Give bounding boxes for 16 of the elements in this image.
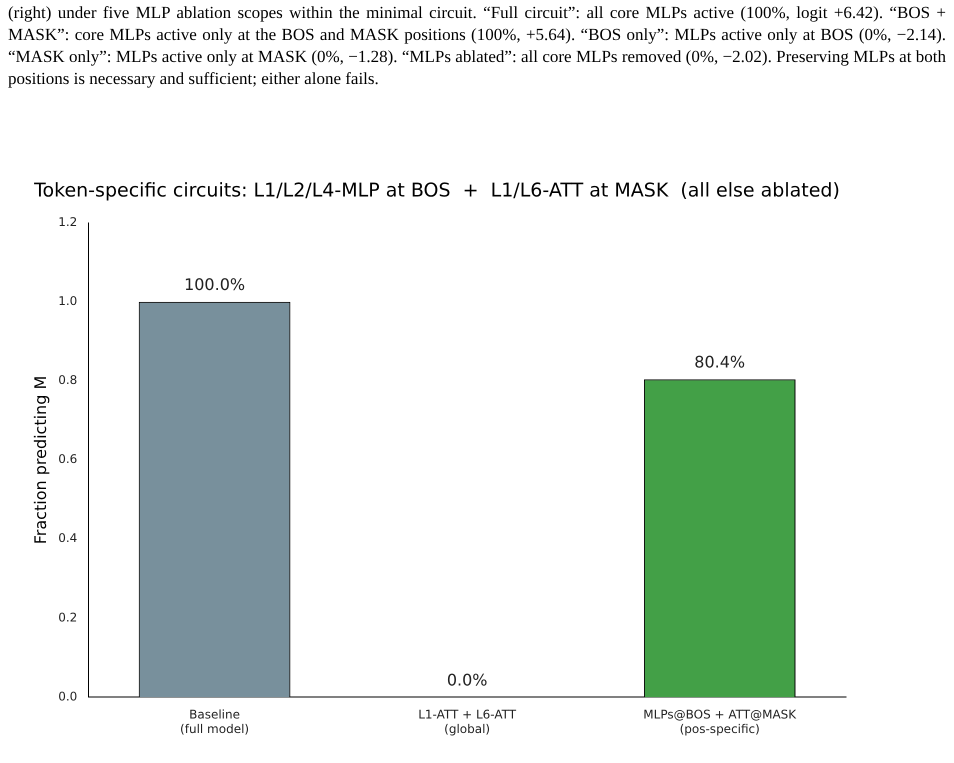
y-tick-label: 0.2: [58, 610, 78, 624]
data-label: 0.0%: [446, 670, 488, 690]
y-tick-label: 1.2: [58, 214, 78, 229]
x-tick-label: MLPs@BOS + ATT@MASK (pos-specific): [643, 708, 798, 736]
chart-title: Token-specific circuits: L1/L2/L4-MLP at BOS + L1/L6-ATT at MASK (all else ablated): [33, 179, 840, 202]
x-tick-label: L1-ATT + L6-ATT (global): [418, 708, 517, 736]
data-label: 80.4%: [694, 352, 746, 372]
y-tick-label: 0.0: [58, 689, 78, 704]
text: (right) under five MLP ablation scopes within the minimal circuit. “Full circuit”: all core MLPs active (100%, logit +6.42). “BOS + MASK”: core MLPs active only at the BOS and MASK positions (100%, +5.64). “BOS only”: MLPs active only at BOS (0%, −2.14). “MASK only”: MLPs active only at MASK (0%, −1.28). “MLPs ablated”: all core MLPs removed (0%, −2.02). Preserving MLPs at both positions is necessary and sufficient; either alone fails.: [8, 2, 946, 90]
data-label: 100.0%: [184, 275, 246, 294]
y-tick-label: 0.8: [58, 373, 78, 388]
y-tick-label: 1.0: [58, 294, 78, 308]
y-tick-label: 0.6: [58, 452, 78, 466]
y-axis-title: Fraction predicting M: [30, 376, 50, 544]
y-tick-label: 0.4: [58, 531, 78, 546]
x-tick-label: Baseline (full model): [180, 708, 250, 736]
